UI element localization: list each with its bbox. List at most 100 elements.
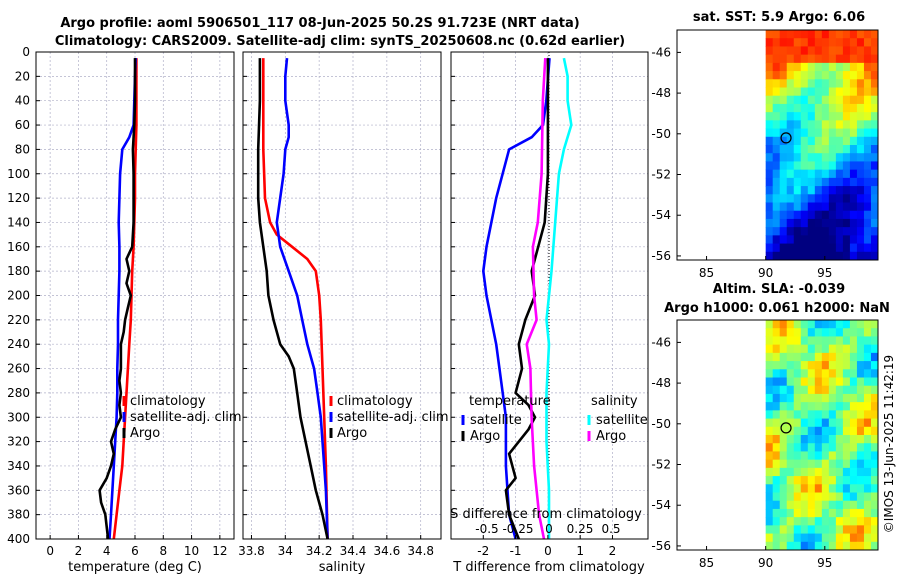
heatmap-cell bbox=[828, 525, 837, 535]
heatmap-cell bbox=[849, 71, 858, 80]
heatmap-cell bbox=[835, 352, 844, 362]
heatmap-cell bbox=[870, 145, 879, 154]
heatmap-cell bbox=[800, 533, 809, 543]
heatmap-cell bbox=[772, 369, 781, 378]
heatmap-cell bbox=[786, 38, 795, 47]
heatmap-cell bbox=[786, 517, 795, 526]
heatmap-cell bbox=[856, 336, 865, 346]
map-x-tick-label: 90 bbox=[758, 266, 773, 280]
heatmap-cell bbox=[772, 112, 781, 121]
heatmap-cell bbox=[807, 194, 816, 203]
heatmap-cell bbox=[870, 451, 879, 461]
salinity-xlabel: salinity bbox=[319, 560, 366, 575]
heatmap-cell bbox=[765, 344, 774, 354]
series-line-salinity-satellite bbox=[545, 57, 573, 539]
x-tick-label: -2 bbox=[477, 544, 489, 558]
heatmap-cell bbox=[828, 120, 837, 130]
heatmap-cell bbox=[765, 54, 774, 64]
heatmap-cell bbox=[779, 459, 788, 469]
heatmap-cell bbox=[807, 54, 816, 64]
heatmap-cell bbox=[807, 435, 816, 444]
heatmap-cell bbox=[779, 71, 788, 80]
heatmap-cell bbox=[814, 328, 823, 337]
heatmap-cell bbox=[765, 161, 774, 171]
heatmap-cell bbox=[793, 418, 802, 428]
heatmap-cell bbox=[793, 186, 802, 195]
heatmap-cell bbox=[786, 153, 795, 162]
heatmap-cell bbox=[772, 136, 781, 146]
heatmap-cell bbox=[835, 30, 844, 39]
heatmap-cell bbox=[870, 79, 879, 88]
heatmap-cell bbox=[800, 508, 809, 518]
heatmap-cell bbox=[828, 153, 837, 162]
heatmap-cell bbox=[821, 476, 830, 485]
heatmap-cell bbox=[779, 46, 788, 56]
heatmap-cell bbox=[807, 235, 816, 245]
heatmap-cell bbox=[835, 377, 844, 387]
heatmap-cell bbox=[765, 243, 774, 253]
heatmap-cell bbox=[870, 30, 879, 39]
heatmap-cell bbox=[863, 393, 872, 403]
heatmap-cell bbox=[786, 508, 795, 518]
heatmap-cell bbox=[863, 235, 872, 245]
heatmap-cell bbox=[835, 533, 844, 543]
heatmap-cell bbox=[856, 103, 865, 113]
heatmap-cell bbox=[814, 161, 823, 171]
heatmap-cell bbox=[786, 227, 795, 236]
heatmap-cell bbox=[765, 500, 774, 510]
heatmap-cell bbox=[870, 508, 879, 518]
heatmap-cell bbox=[786, 451, 795, 461]
heatmap-cell bbox=[863, 243, 872, 253]
heatmap-cell bbox=[828, 476, 837, 485]
heatmap-cell bbox=[800, 393, 809, 403]
secondary-x-tick-label: 0.5 bbox=[601, 522, 620, 536]
heatmap-cell bbox=[807, 38, 816, 47]
heatmap-cell bbox=[849, 517, 858, 526]
heatmap-cell bbox=[814, 227, 823, 236]
heatmap-cell bbox=[793, 361, 802, 370]
heatmap-cell bbox=[835, 344, 844, 354]
heatmap-cell bbox=[849, 385, 858, 395]
heatmap-cell bbox=[800, 402, 809, 411]
heatmap-cell bbox=[772, 533, 781, 543]
heatmap-cell bbox=[779, 476, 788, 485]
heatmap-cell bbox=[793, 492, 802, 502]
heatmap-cell bbox=[779, 352, 788, 362]
sla-map-ticks: 85 90 95 -46 -48 -50 -52 -54 -56 bbox=[651, 335, 832, 570]
x-tick-label: 4 bbox=[103, 544, 111, 558]
heatmap-cell bbox=[779, 541, 788, 551]
heatmap-cell bbox=[786, 476, 795, 485]
heatmap-cell bbox=[835, 443, 844, 452]
heatmap-cell bbox=[870, 87, 879, 97]
heatmap-cell bbox=[807, 492, 816, 502]
sla-map-panel: Altim. SLA: -0.039 Argo h1000: 0.061 h20… bbox=[651, 282, 889, 570]
heatmap-cell bbox=[856, 361, 865, 370]
heatmap-cell bbox=[856, 525, 865, 535]
heatmap-cell bbox=[870, 410, 879, 420]
heatmap-cell bbox=[800, 54, 809, 64]
heatmap-cell bbox=[835, 484, 844, 493]
y-tick-label: 380 bbox=[7, 508, 30, 522]
heatmap-cell bbox=[772, 443, 781, 452]
legend-label: Argo bbox=[130, 426, 160, 441]
heatmap-cell bbox=[856, 435, 865, 444]
heatmap-cell bbox=[807, 533, 816, 543]
heatmap-cell bbox=[765, 87, 774, 97]
heatmap-cell bbox=[821, 38, 830, 47]
secondary-x-tick-label: -0.25 bbox=[502, 522, 533, 536]
heatmap-cell bbox=[835, 418, 844, 428]
heatmap-cell bbox=[821, 145, 830, 154]
heatmap-cell bbox=[863, 46, 872, 56]
heatmap-cell bbox=[842, 103, 851, 113]
heatmap-cell bbox=[842, 500, 851, 510]
heatmap-cell bbox=[828, 541, 837, 551]
heatmap-cell bbox=[800, 30, 809, 39]
heatmap-cell bbox=[779, 251, 788, 261]
heatmap-cell bbox=[779, 525, 788, 535]
heatmap-cell bbox=[779, 202, 788, 212]
map-x-tick-label: 85 bbox=[699, 556, 714, 570]
heatmap-cell bbox=[765, 71, 774, 80]
heatmap-cell bbox=[800, 451, 809, 461]
heatmap-cell bbox=[807, 352, 816, 362]
heatmap-cell bbox=[870, 227, 879, 236]
